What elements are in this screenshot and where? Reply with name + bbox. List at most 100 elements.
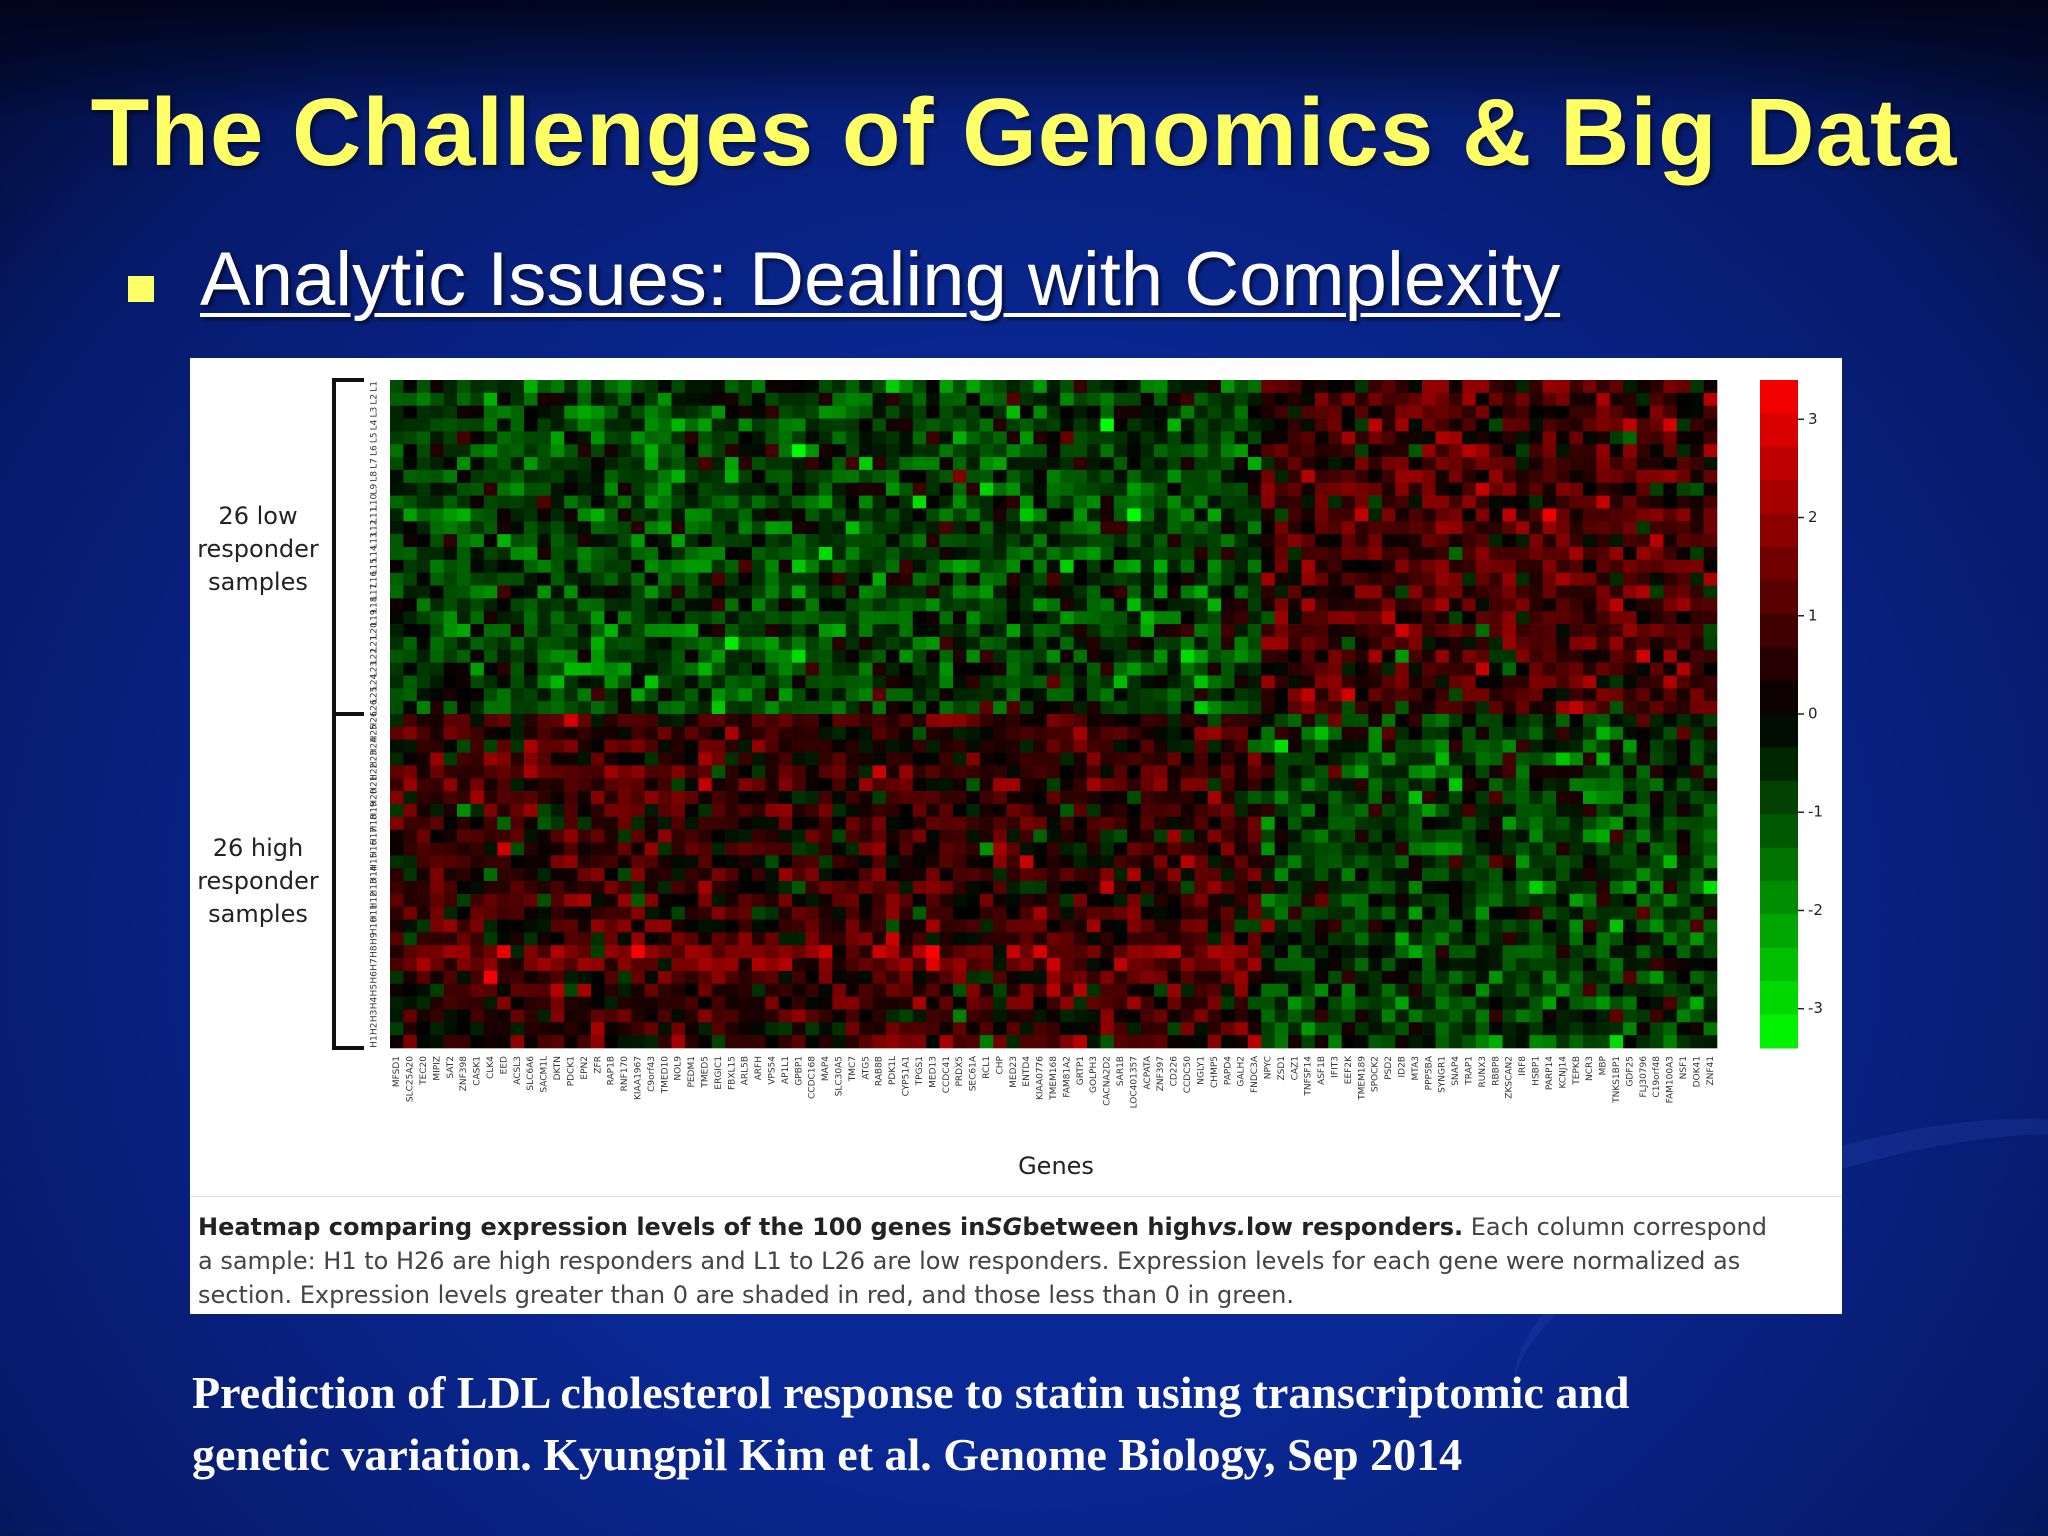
heatmap-cell (1046, 868, 1061, 882)
heatmap-cell (1006, 547, 1021, 561)
heatmap-cell (1046, 881, 1061, 895)
heatmap-cell (604, 778, 619, 792)
heatmap-cell (1408, 932, 1423, 946)
heatmap-cell (390, 649, 404, 663)
heatmap-cell (1180, 791, 1195, 805)
heatmap-cell (457, 585, 471, 599)
heatmap-cell (443, 829, 458, 843)
heatmap-cell (1569, 418, 1584, 432)
heatmap-cell (1448, 958, 1463, 972)
heatmap-cell (698, 457, 712, 471)
heatmap-cell (751, 444, 766, 458)
heatmap-cell (1422, 842, 1436, 856)
heatmap-cell (577, 457, 592, 471)
heatmap-cell (1690, 816, 1704, 830)
heatmap-cell (1060, 816, 1074, 830)
heatmap-cell (1341, 701, 1356, 715)
heatmap-cell (859, 1009, 873, 1023)
heatmap-cell (792, 534, 806, 548)
heatmap-cell (671, 418, 686, 432)
heatmap-cell (497, 701, 511, 715)
heatmap-cell (792, 572, 806, 586)
heatmap-cell (631, 534, 645, 548)
heatmap-cell (604, 868, 619, 882)
heatmap-cell (658, 1022, 672, 1036)
heatmap-cell (1703, 688, 1718, 702)
heatmap-cell (698, 418, 712, 432)
heatmap-cell (550, 431, 565, 445)
heatmap-cell (671, 919, 686, 933)
heatmap-cell (1100, 1009, 1115, 1023)
heatmap-cell (443, 739, 458, 753)
heatmap-cell (818, 970, 833, 985)
heatmap-cell (671, 932, 686, 946)
heatmap-cell (711, 778, 726, 792)
heatmap-cell (1569, 932, 1584, 946)
heatmap-cell (1194, 547, 1208, 561)
heatmap-cell (591, 752, 605, 766)
heatmap-cell (617, 534, 632, 548)
heatmap-cell (1247, 649, 1262, 663)
heatmap-cell (1046, 829, 1061, 843)
heatmap-cell (1462, 495, 1477, 509)
heatmap-cell (550, 868, 565, 882)
heatmap-cell (1582, 791, 1597, 805)
heatmap-cell (1234, 970, 1249, 985)
heatmap-cell (1301, 855, 1316, 869)
heatmap-cell (1649, 791, 1664, 805)
heatmap-cell (1355, 842, 1369, 856)
heatmap-cell (751, 508, 766, 522)
heatmap-cell (832, 868, 847, 882)
heatmap-cell (1663, 919, 1678, 933)
heatmap-cell (443, 547, 458, 561)
heatmap-cell (1515, 521, 1530, 535)
heatmap-cell (872, 726, 887, 740)
heatmap-cell (671, 572, 686, 586)
heatmap-cell (1261, 457, 1275, 471)
heatmap-cell (1355, 598, 1369, 612)
heatmap-cell (1073, 881, 1088, 895)
heatmap-cell (483, 893, 498, 907)
heatmap-cell (778, 803, 793, 818)
heatmap-cell (698, 996, 712, 1010)
heatmap-cell (1221, 469, 1235, 484)
heatmap-cell (1609, 970, 1624, 985)
heatmap-cell (1167, 778, 1182, 792)
heatmap-cell (483, 418, 498, 432)
heatmap-cell (1489, 431, 1503, 445)
heatmap-cell (1663, 431, 1678, 445)
heatmap-cell (1542, 431, 1557, 445)
heatmap-cell (1596, 1009, 1611, 1023)
heatmap-cell (1140, 431, 1155, 445)
heatmap-cell (1489, 739, 1503, 753)
heatmap-cell (1341, 675, 1356, 689)
heatmap-cell (725, 624, 739, 638)
heatmap-cell (1127, 392, 1141, 406)
heatmap-cell (1073, 380, 1088, 394)
heatmap-cell (1636, 970, 1651, 985)
heatmap-cell (483, 611, 498, 625)
heatmap-cell (1060, 778, 1074, 792)
heatmap-cell (1087, 547, 1101, 561)
heatmap-cell (1395, 431, 1409, 445)
heatmap-cell (1288, 598, 1302, 612)
heatmap-cell (1247, 675, 1262, 689)
heatmap-cell (430, 495, 444, 509)
heatmap-cell (1609, 418, 1624, 432)
heatmap-cell (885, 919, 900, 933)
heatmap-cell (738, 829, 753, 843)
heatmap-cell (1328, 701, 1342, 715)
heatmap-cell (872, 688, 887, 702)
heatmap-cell (725, 932, 739, 946)
heatmap-cell (1019, 752, 1034, 766)
heatmap-cell (416, 803, 431, 818)
heatmap-cell (1582, 534, 1597, 548)
heatmap-cell (1422, 829, 1436, 843)
heatmap-cell (550, 714, 565, 728)
heatmap-cell (1301, 893, 1316, 907)
heatmap-cell (979, 482, 994, 496)
heatmap-cell (510, 1009, 525, 1023)
heatmap-cell (1274, 970, 1289, 985)
heatmap-cell (1529, 752, 1544, 766)
heatmap-cell (1569, 469, 1584, 484)
